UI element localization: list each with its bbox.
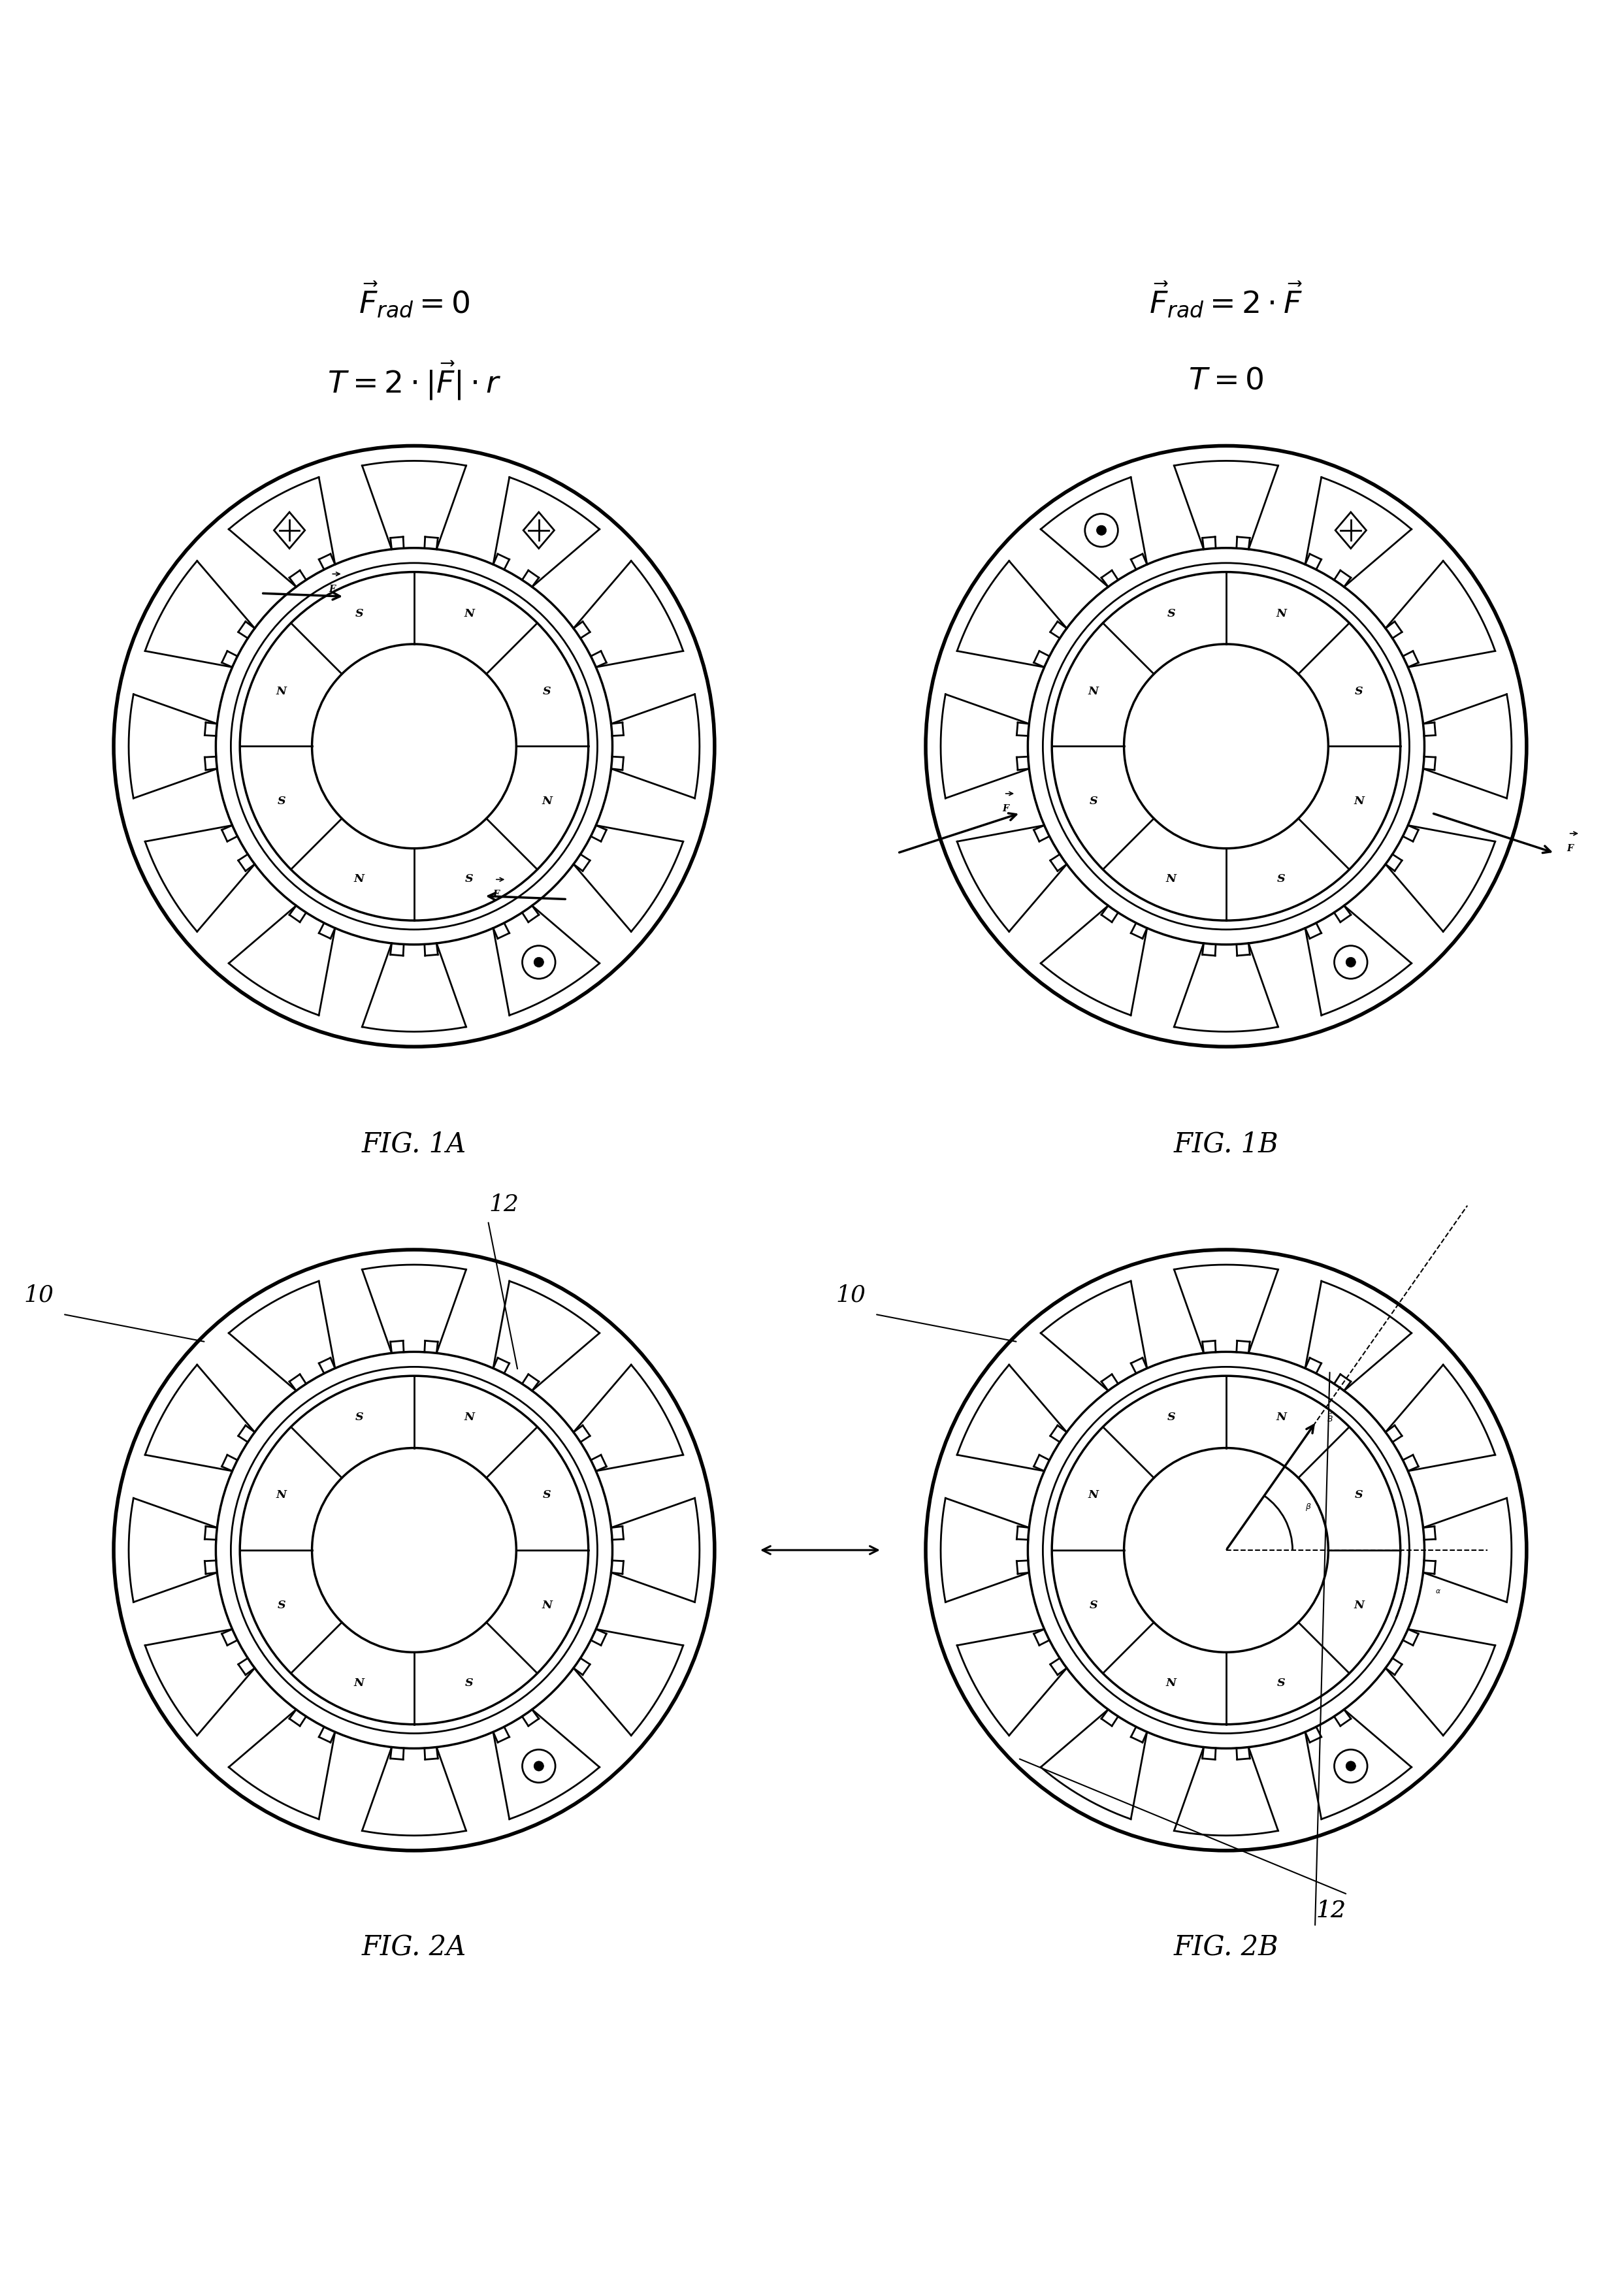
Text: $T = 0$: $T = 0$ (1189, 366, 1263, 395)
Circle shape (1124, 643, 1328, 847)
Text: N: N (464, 609, 474, 618)
Text: $\beta$: $\beta$ (1306, 1502, 1312, 1513)
Polygon shape (523, 511, 554, 548)
Circle shape (1335, 1749, 1367, 1784)
Text: F: F (1002, 804, 1009, 813)
Text: N: N (542, 1599, 552, 1611)
Text: N: N (1166, 872, 1176, 884)
Text: S: S (1168, 609, 1176, 618)
Text: S: S (356, 609, 364, 618)
Text: $\vec{B}$: $\vec{B}$ (1327, 1413, 1333, 1425)
Text: S: S (1168, 1411, 1176, 1422)
Text: FIG. 2A: FIG. 2A (362, 1933, 466, 1961)
Text: 12: 12 (1315, 1899, 1346, 1922)
Circle shape (534, 1761, 544, 1772)
Polygon shape (274, 511, 305, 548)
Text: F: F (1567, 843, 1574, 852)
Text: 12: 12 (489, 1193, 520, 1216)
Circle shape (312, 1447, 516, 1652)
Text: N: N (1088, 686, 1098, 698)
Circle shape (523, 945, 555, 979)
Circle shape (534, 957, 544, 968)
Text: S: S (356, 1411, 364, 1422)
Text: FIG. 1A: FIG. 1A (362, 1131, 466, 1159)
Text: S: S (1354, 686, 1363, 698)
Circle shape (919, 441, 1533, 1052)
Text: S: S (278, 795, 286, 807)
Circle shape (1124, 1447, 1328, 1652)
Text: 10: 10 (835, 1284, 866, 1306)
Circle shape (1346, 957, 1356, 968)
Circle shape (919, 1243, 1533, 1856)
Circle shape (107, 441, 721, 1052)
Text: S: S (542, 686, 551, 698)
Circle shape (1346, 1761, 1356, 1772)
Circle shape (312, 643, 516, 847)
Circle shape (240, 573, 588, 920)
Text: FIG. 1B: FIG. 1B (1174, 1131, 1278, 1159)
Polygon shape (1335, 511, 1366, 548)
Circle shape (107, 1243, 721, 1856)
Text: S: S (1090, 795, 1098, 807)
Text: N: N (1276, 609, 1286, 618)
Text: $T = 2 \cdot |\vec{F}| \cdot r$: $T = 2 \cdot |\vec{F}| \cdot r$ (326, 359, 502, 402)
Text: N: N (1166, 1677, 1176, 1688)
Text: 10: 10 (23, 1284, 54, 1306)
Text: N: N (276, 686, 286, 698)
Circle shape (240, 1377, 588, 1724)
Text: F: F (330, 584, 336, 593)
Text: N: N (354, 1677, 364, 1688)
Text: N: N (1276, 1411, 1286, 1422)
Text: S: S (464, 1677, 473, 1688)
Text: $\vec{F}_{rad} = 0$: $\vec{F}_{rad} = 0$ (359, 279, 469, 320)
Text: $\alpha$: $\alpha$ (1436, 1588, 1440, 1595)
Circle shape (523, 1749, 555, 1784)
Circle shape (1052, 573, 1400, 920)
Text: 12: 12 (1315, 1899, 1346, 1922)
Text: FIG. 2B: FIG. 2B (1174, 1933, 1278, 1961)
Text: N: N (1354, 795, 1364, 807)
Text: S: S (542, 1490, 551, 1502)
Text: N: N (1354, 1599, 1364, 1611)
Circle shape (1052, 1377, 1400, 1724)
Text: S: S (1090, 1599, 1098, 1611)
Circle shape (1335, 945, 1367, 979)
Text: N: N (276, 1490, 286, 1502)
Text: S: S (1276, 872, 1285, 884)
Text: S: S (464, 872, 473, 884)
Text: N: N (354, 872, 364, 884)
Text: N: N (1088, 1490, 1098, 1502)
Text: S: S (278, 1599, 286, 1611)
Text: N: N (464, 1411, 474, 1422)
Circle shape (1096, 525, 1106, 536)
Text: F: F (492, 891, 499, 900)
Circle shape (1085, 513, 1117, 548)
Text: N: N (542, 795, 552, 807)
Text: S: S (1276, 1677, 1285, 1688)
Text: S: S (1354, 1490, 1363, 1502)
Text: $\vec{F}_{rad} = 2 \cdot \vec{F}$: $\vec{F}_{rad} = 2 \cdot \vec{F}$ (1150, 279, 1302, 320)
